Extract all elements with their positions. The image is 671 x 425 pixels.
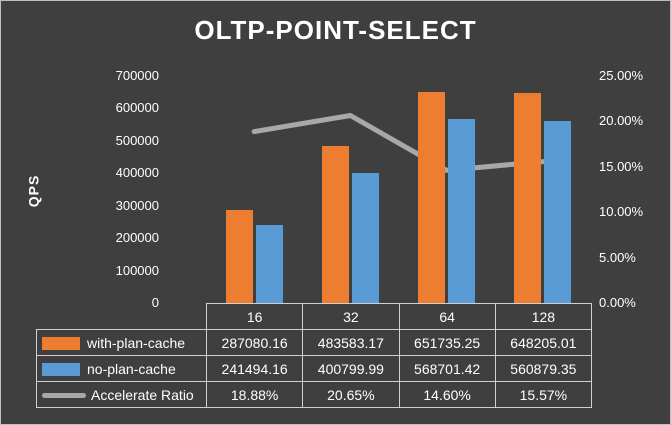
left-axis-tick: 100000 — [115, 262, 159, 278]
plot-area — [206, 76, 591, 303]
value-cell: 651735.25 — [398, 329, 496, 356]
right-axis-tick: 15.00% — [599, 158, 644, 174]
left-axis-tick: 600000 — [115, 100, 159, 116]
legend-swatch-icon — [42, 393, 86, 399]
bar-no-plan-cache-64 — [448, 118, 476, 303]
legend-label: no-plan-cache — [87, 360, 176, 377]
legend-swatch-icon — [42, 363, 80, 377]
table-row: no-plan-cache 241494.16 400799.99 568701.42… — [36, 355, 593, 382]
category-label: 64 — [398, 303, 496, 330]
bar-no-plan-cache-32 — [351, 173, 379, 303]
legend-cell-with-plan-cache: with-plan-cache — [36, 329, 207, 356]
data-table: 16 32 64 128 with-plan-cache 287080.16 483583.… — [36, 303, 593, 408]
left-axis-tick: 500000 — [115, 132, 159, 148]
left-axis-tick: 300000 — [115, 197, 159, 213]
left-axis-ticks: 0 100000 200000 300000 400000 500000 600000 700… — [59, 1, 159, 424]
right-axis-tick: 5.00% — [599, 249, 636, 265]
left-axis-tick: 0 — [151, 295, 159, 310]
left-axis-tick: 400000 — [115, 165, 159, 181]
value-cell: 400799.99 — [302, 355, 400, 382]
right-axis-tick: 0.00% — [599, 295, 636, 310]
value-cell: 560879.35 — [494, 355, 593, 382]
table-row: Accelerate Ratio 18.88% 20.65% 14.60% 15.57% — [36, 381, 593, 408]
bar-with-plan-cache-64 — [418, 91, 446, 303]
value-cell: 568701.42 — [398, 355, 496, 382]
right-axis-tick: 25.00% — [599, 68, 644, 83]
line-Accelerate Ratio — [251, 113, 546, 173]
category-label: 16 — [205, 303, 304, 330]
value-cell: 18.88% — [205, 381, 304, 408]
value-cell: 241494.16 — [205, 355, 304, 382]
left-axis-title-wrap: QPS — [13, 131, 53, 251]
legend-cell-Accelerate Ratio: Accelerate Ratio — [36, 381, 207, 408]
left-axis-title: QPS — [24, 174, 41, 208]
bar-with-plan-cache-128 — [514, 92, 542, 303]
bar-with-plan-cache-16 — [225, 209, 253, 303]
accelerate-ratio-line — [251, 113, 546, 173]
legend-swatch-icon — [42, 337, 80, 351]
left-axis-tick: 700000 — [115, 68, 159, 83]
left-axis-tick: 200000 — [115, 230, 159, 246]
value-cell: 14.60% — [398, 381, 496, 408]
category-label: 128 — [494, 303, 593, 330]
legend-cell-no-plan-cache: no-plan-cache — [36, 355, 207, 382]
right-axis-tick: 20.00% — [599, 113, 644, 129]
value-cell: 483583.17 — [302, 329, 400, 356]
bar-no-plan-cache-16 — [255, 224, 283, 303]
table-row: with-plan-cache 287080.16 483583.17 651735.… — [36, 329, 593, 356]
value-cell: 648205.01 — [494, 329, 593, 356]
bar-with-plan-cache-32 — [321, 146, 349, 303]
right-axis-tick: 10.00% — [599, 204, 644, 220]
chart-title: OLTP-POINT-SELECT — [194, 15, 477, 45]
legend-label: with-plan-cache — [87, 334, 186, 351]
table-header-row: 16 32 64 128 — [37, 303, 593, 330]
bar-no-plan-cache-128 — [544, 121, 572, 303]
value-cell: 287080.16 — [205, 329, 304, 356]
legend-label: Accelerate Ratio — [91, 386, 194, 403]
value-cell: 20.65% — [302, 381, 400, 408]
right-axis-ticks: 0.00% 5.00% 10.00% 15.00% 20.00% 25.00% — [599, 1, 669, 424]
category-label: 32 — [302, 303, 400, 330]
value-cell: 15.57% — [494, 381, 593, 408]
table-corner-spacer — [37, 304, 207, 330]
